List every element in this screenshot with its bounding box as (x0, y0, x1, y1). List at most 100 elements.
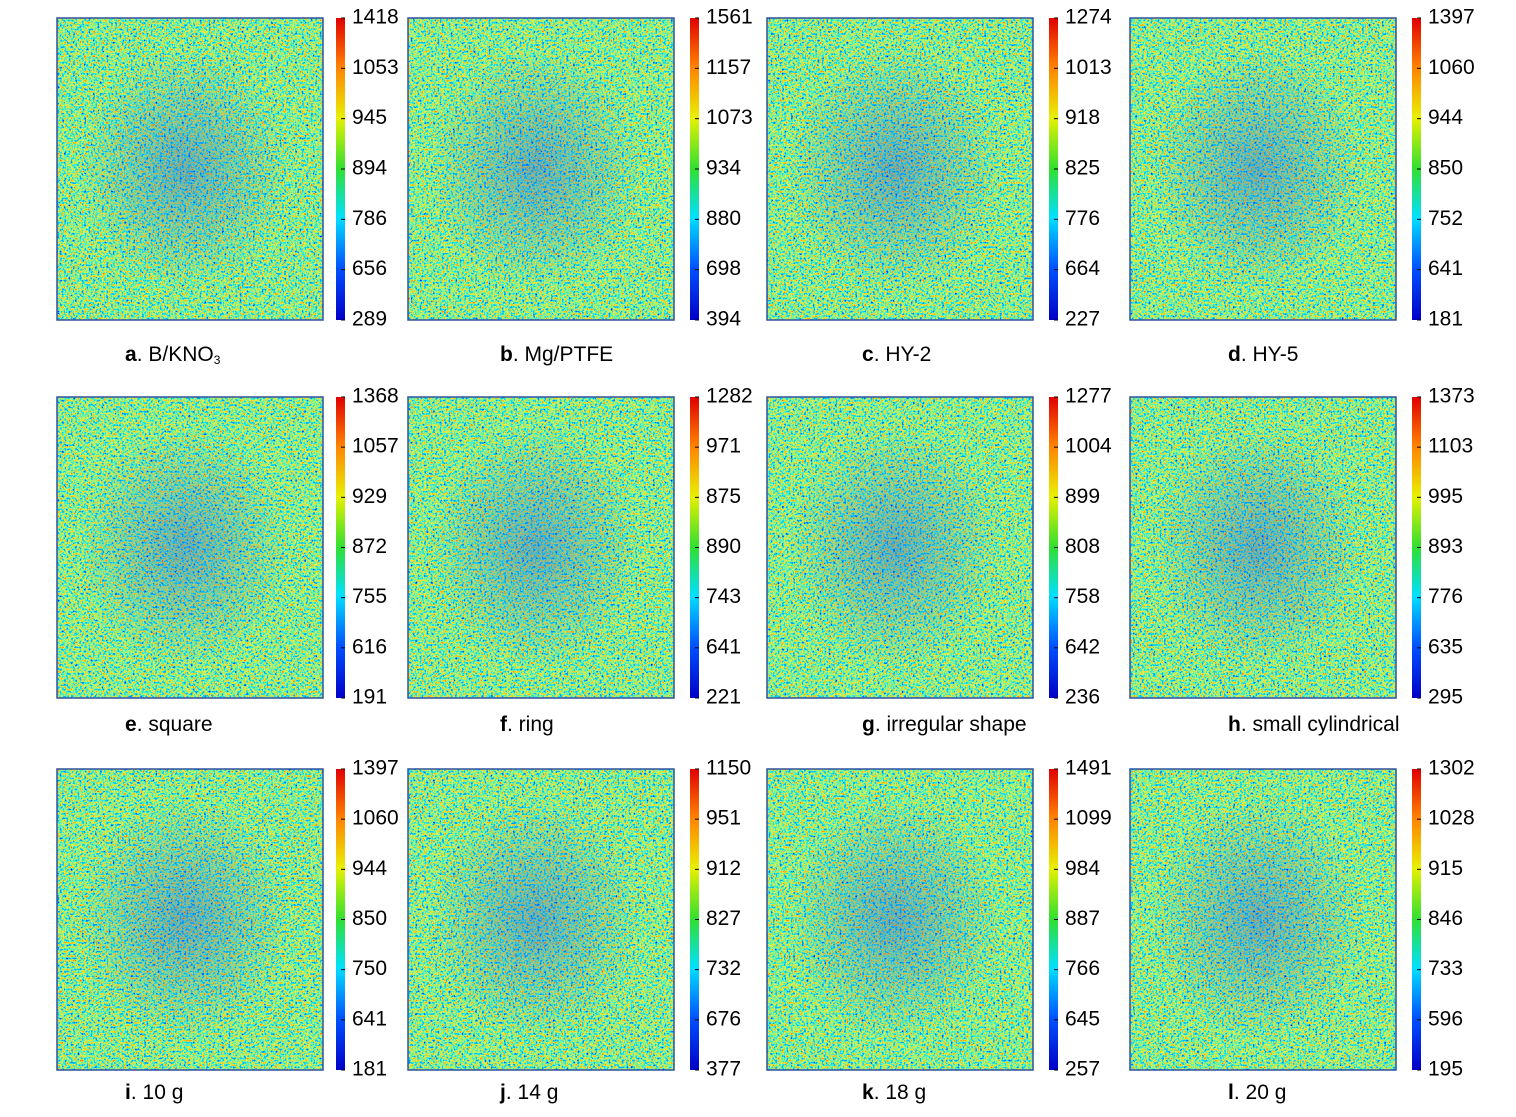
colorbar-label: 1157 (706, 56, 751, 79)
colorbar-label: 752 (1428, 207, 1463, 230)
colorbar-label: 1028 (1428, 807, 1475, 830)
colorbar-label: 645 (1065, 1007, 1100, 1030)
colorbar-label: 827 (706, 907, 741, 930)
heatmap-frame (766, 17, 1034, 321)
colorbar-label: 596 (1428, 1007, 1463, 1030)
colorbar-label: 1274 (1065, 6, 1112, 29)
colorbar-label: 758 (1065, 585, 1100, 608)
colorbar-label: 698 (706, 257, 741, 280)
panel-name: . B/KNO (137, 343, 214, 366)
panel-caption: l. 20 g (1228, 1081, 1286, 1104)
colorbar-label: 846 (1428, 907, 1463, 930)
colorbar (1412, 769, 1421, 1070)
colorbar (690, 769, 699, 1070)
colorbar-label: 825 (1065, 157, 1100, 180)
panel-letter: k (862, 1081, 874, 1104)
colorbar (1049, 769, 1058, 1070)
colorbar-label: 1099 (1065, 807, 1112, 830)
colorbar-label: 808 (1065, 535, 1100, 558)
colorbar-label: 181 (352, 1058, 387, 1081)
heatmap-frame (56, 17, 324, 321)
panel-caption: j. 14 g (499, 1081, 558, 1104)
heatmap-frame (766, 396, 1034, 699)
colorbar-label: 750 (352, 957, 387, 980)
colorbar-label: 915 (1428, 857, 1463, 880)
heatmap-shade (1151, 799, 1365, 1040)
colorbar (1412, 397, 1421, 698)
heatmap-frame (1129, 396, 1397, 699)
colorbar-label: 1418 (352, 6, 399, 29)
colorbar-label: 1103 (1428, 435, 1473, 458)
colorbar-label: 894 (352, 157, 387, 180)
colorbar (336, 18, 345, 320)
colorbar-label: 394 (706, 308, 741, 331)
panel-letter: j (499, 1081, 506, 1104)
colorbar-label: 1073 (706, 106, 753, 129)
heatmap-shade (788, 799, 1002, 1040)
panel-name: . ring (507, 713, 554, 736)
panel-letter: l (1228, 1081, 1234, 1104)
panel-caption: b. Mg/PTFE (500, 343, 613, 366)
heatmap-shade (429, 48, 643, 290)
heatmap-shade (429, 799, 643, 1040)
heatmap-frame (1129, 17, 1397, 321)
panel-name: . 20 g (1234, 1081, 1287, 1104)
colorbar-label: 664 (1065, 257, 1100, 280)
colorbar-label: 642 (1065, 635, 1100, 658)
heatmap-frame (56, 768, 324, 1071)
colorbar-label: 732 (706, 957, 741, 980)
colorbar-label: 776 (1428, 585, 1463, 608)
panel-letter: c (862, 343, 874, 366)
colorbar-label: 1060 (352, 807, 399, 830)
heatmap-shade (1151, 48, 1365, 290)
colorbar-label: 1282 (706, 385, 753, 408)
colorbar-label: 1491 (1065, 757, 1112, 780)
colorbar-label: 893 (1428, 535, 1463, 558)
panel-name: . 14 g (506, 1081, 559, 1104)
heatmap-shade (788, 48, 1002, 290)
panel-name: . Mg/PTFE (513, 343, 613, 366)
panel-name: . irregular shape (875, 713, 1027, 736)
heatmap-shade (429, 427, 643, 668)
colorbar-label: 880 (706, 207, 741, 230)
colorbar-label: 191 (352, 686, 387, 709)
panel-name: . HY-2 (874, 343, 932, 366)
colorbar-label: 1060 (1428, 56, 1475, 79)
heatmap-shade (788, 427, 1002, 668)
heatmap-frame (407, 17, 675, 321)
panel-letter: a (125, 343, 137, 366)
colorbar-label: 1053 (352, 56, 399, 79)
heatmap-frame (407, 396, 675, 699)
panel-caption: a. B/KNO3 (125, 343, 221, 368)
panel-caption: h. small cylindrical (1228, 713, 1400, 736)
panel-letter: h (1228, 713, 1241, 736)
colorbar-label: 875 (706, 485, 741, 508)
colorbar-label: 1397 (352, 757, 399, 780)
panel-name-sub: 3 (214, 353, 221, 367)
colorbar-label: 1004 (1065, 435, 1112, 458)
colorbar-label: 755 (352, 585, 387, 608)
colorbar-label: 995 (1428, 485, 1463, 508)
panel-letter: g (862, 713, 875, 736)
colorbar-label: 743 (706, 585, 741, 608)
panel-caption: d. HY-5 (1228, 343, 1298, 366)
panel-name: . HY-5 (1241, 343, 1299, 366)
colorbar-label: 944 (1428, 106, 1463, 129)
colorbar-label: 181 (1428, 308, 1463, 331)
colorbar-label: 945 (352, 106, 387, 129)
colorbar (690, 397, 699, 698)
colorbar-label: 641 (1428, 257, 1463, 280)
colorbar-label: 971 (706, 435, 741, 458)
panel-caption: e. square (125, 713, 213, 736)
panel-letter: f (500, 713, 508, 736)
colorbar-label: 1277 (1065, 385, 1112, 408)
panel-name: . small cylindrical (1241, 713, 1400, 736)
colorbar-label: 984 (1065, 857, 1100, 880)
heatmap-shade (78, 427, 292, 668)
panel-name: . 10 g (131, 1081, 184, 1104)
colorbar-label: 1057 (352, 435, 399, 458)
heatmap-frame (56, 396, 324, 699)
heatmap-shade (78, 799, 292, 1040)
colorbar-label: 890 (706, 535, 741, 558)
